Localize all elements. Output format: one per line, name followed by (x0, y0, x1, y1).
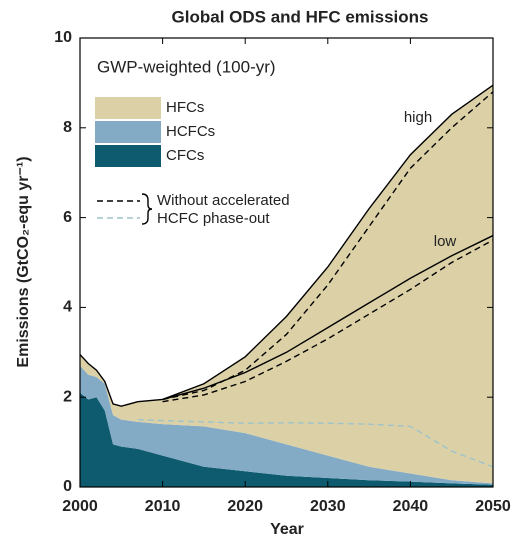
legend-brace (141, 193, 153, 225)
x-tick-label: 2050 (475, 498, 511, 515)
legend-swatch (95, 121, 161, 143)
y-tick-label: 4 (63, 299, 72, 316)
plot-frame (79, 37, 494, 488)
y-tick-label: 6 (63, 209, 72, 226)
area (80, 85, 493, 484)
chart-title: Global ODS and HFC emissions (172, 7, 429, 26)
x-tick-label: 2030 (310, 498, 346, 515)
y-tick-label: 10 (54, 29, 72, 46)
line-label: low (434, 233, 457, 250)
line (137, 418, 494, 468)
legend-label: HFCs (166, 99, 204, 116)
y-tick-label: 2 (63, 388, 72, 405)
line (79, 84, 494, 407)
legend-swatch (95, 145, 161, 167)
legend-swatch (95, 97, 161, 119)
area (80, 365, 493, 485)
annotation: HCFC phase-out (157, 210, 270, 227)
line (162, 234, 494, 401)
x-tick-label: 2020 (227, 498, 263, 515)
legend-label: CFCs (166, 147, 204, 164)
y-axis-label: Emissions (GtCO₂-equ yr⁻¹) (15, 156, 32, 367)
area (80, 392, 493, 487)
x-axis-label: Year (270, 521, 304, 538)
legend-label: HCFCs (166, 123, 215, 140)
line-label: high (404, 109, 432, 126)
y-tick-label: 0 (63, 478, 72, 495)
x-tick-label: 2040 (393, 498, 429, 515)
subtitle: GWP-weighted (100-yr) (97, 57, 276, 76)
y-tick-label: 8 (63, 119, 72, 136)
annotation: Without accelerated (157, 192, 290, 209)
x-tick-label: 2010 (145, 498, 181, 515)
x-tick-label: 2000 (62, 498, 98, 515)
